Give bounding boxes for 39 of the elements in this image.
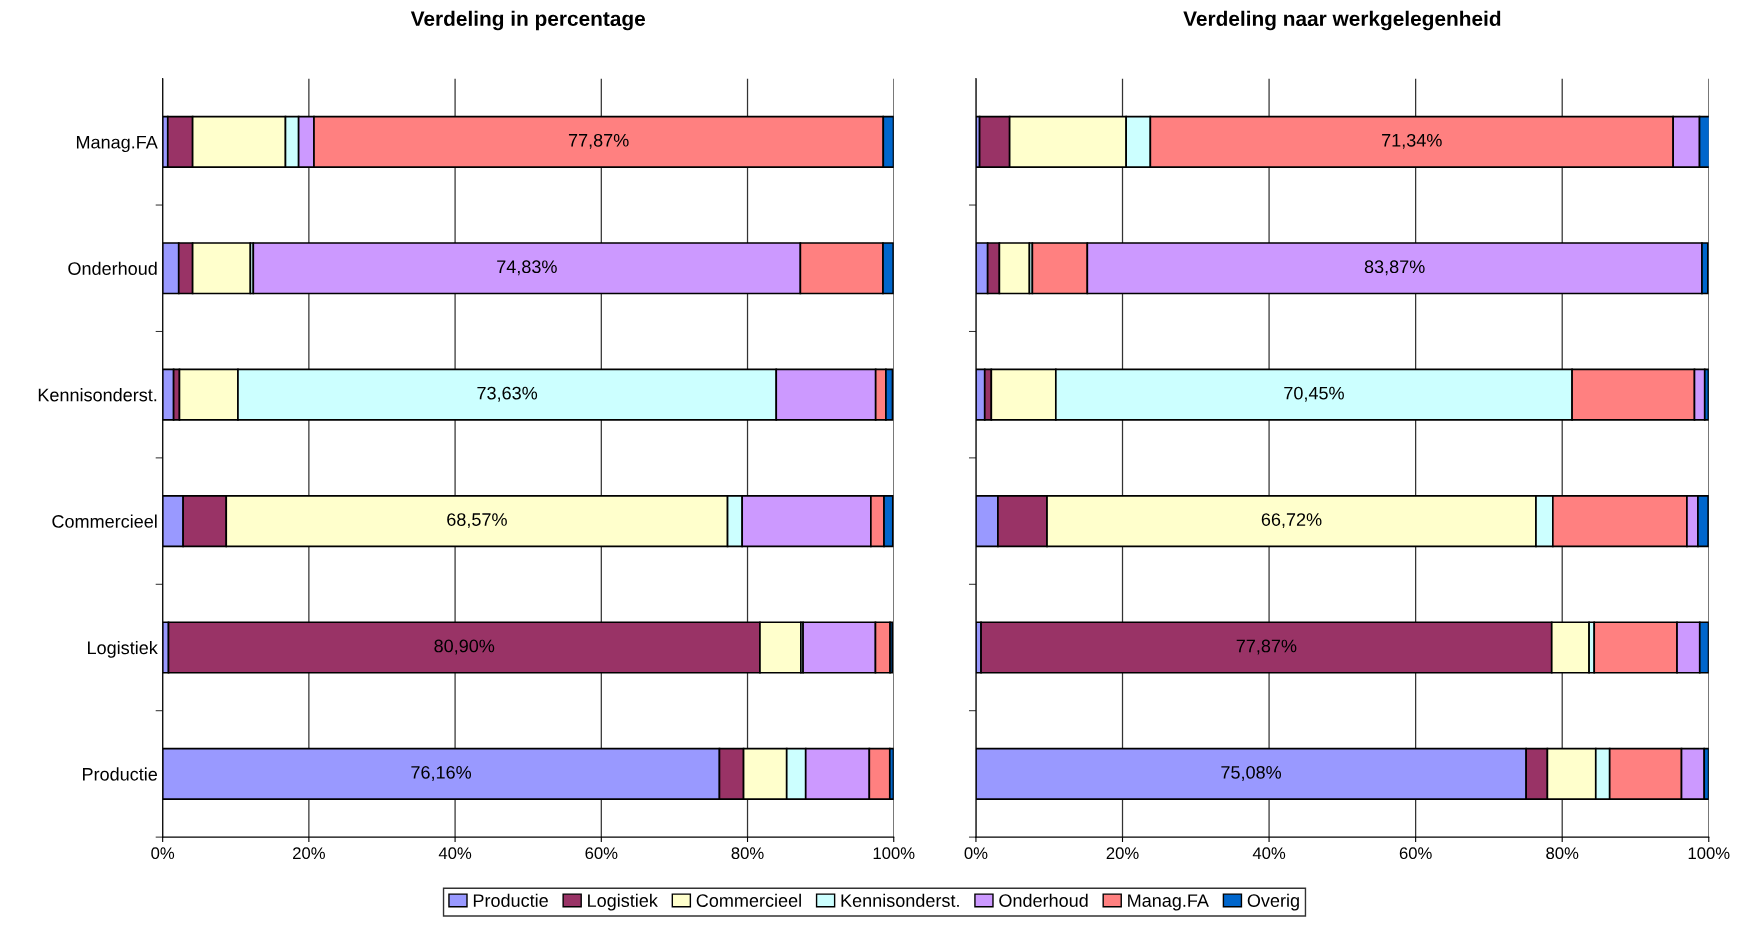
data-label: 66,72% — [1261, 513, 1322, 529]
x-tick-label: 80% — [1546, 847, 1579, 860]
y-tick-label: Productie — [83, 767, 157, 781]
data-label: 83,87% — [1364, 260, 1425, 276]
x-tick-label: 100% — [1688, 847, 1730, 860]
x-tick-label: 20% — [293, 847, 325, 860]
data-label: 75,08% — [1221, 765, 1282, 781]
legend-label: Commercieel — [696, 893, 801, 907]
x-tick-label: 0% — [151, 847, 175, 860]
data-label: 71,34% — [1382, 133, 1442, 149]
chart-title: Verdeling naar werkgelegenheid — [1183, 10, 1501, 31]
x-tick-label: 80% — [731, 847, 764, 860]
legend-label: Kennisonderst. — [841, 893, 959, 907]
x-tick-label: 60% — [1399, 847, 1432, 860]
y-tick-label: Logistiek — [88, 640, 158, 658]
data-label: 77,87% — [568, 133, 629, 149]
x-tick-label: 60% — [585, 847, 618, 860]
y-tick-label: Kennisonderst. — [38, 388, 157, 402]
chart-title: Verdeling in percentage — [410, 10, 646, 31]
x-tick-label: 100% — [873, 847, 915, 860]
y-tick-label: Onderhoud — [68, 261, 157, 275]
x-tick-label: 40% — [1252, 847, 1286, 860]
legend-label: Onderhoud — [999, 893, 1088, 907]
data-label: 76,16% — [411, 765, 472, 781]
y-tick-label: Commercieel — [52, 514, 157, 528]
data-label: 73,63% — [477, 386, 538, 402]
legend-label: Overig — [1247, 893, 1299, 911]
data-label: 70,45% — [1284, 386, 1344, 402]
x-tick-label: 40% — [438, 847, 472, 860]
x-tick-label: 0% — [964, 847, 988, 860]
data-label: 80,90% — [434, 639, 495, 655]
x-tick-label: 20% — [1106, 847, 1139, 860]
legend-label: Productie — [473, 893, 548, 907]
data-label: 77,87% — [1236, 639, 1297, 655]
data-label: 74,83% — [497, 260, 557, 276]
data-label: 68,57% — [447, 513, 507, 529]
y-tick-label: Manag.FA — [76, 135, 158, 153]
legend-label: Manag.FA — [1128, 894, 1209, 911]
legend-label: Logistiek — [588, 893, 658, 911]
